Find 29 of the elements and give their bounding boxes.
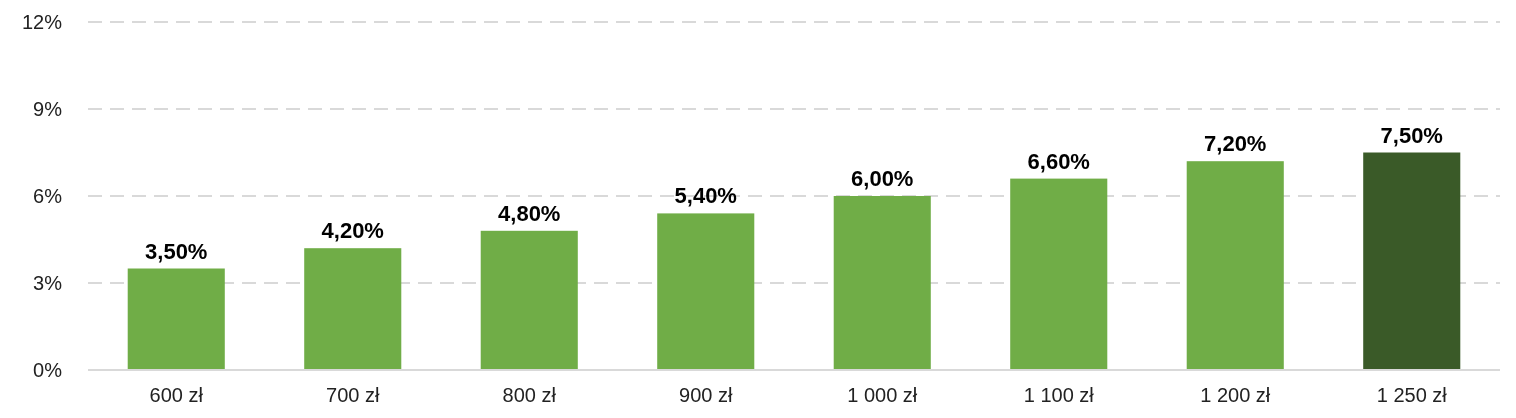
bar	[304, 248, 402, 370]
data-label: 7,20%	[1204, 131, 1267, 157]
y-tick-label: 3%	[33, 272, 63, 294]
data-label: 7,50%	[1380, 122, 1443, 148]
y-tick-label: 12%	[21, 11, 63, 33]
bar	[480, 230, 578, 370]
x-tick-label: 700 zł	[326, 384, 380, 406]
x-tick-label: 900 zł	[679, 384, 733, 406]
y-tick-label: 6%	[33, 185, 63, 207]
y-tick-label: 0%	[33, 359, 63, 381]
bar	[833, 196, 931, 370]
x-tick-label: 1 200 zł	[1200, 384, 1271, 406]
data-label: 6,00%	[851, 166, 914, 191]
bar	[1363, 152, 1461, 370]
bar	[657, 213, 755, 370]
data-label: 4,80%	[498, 200, 561, 226]
bar	[1010, 178, 1108, 370]
data-label: 6,60%	[1027, 148, 1090, 174]
x-tick-label: 1 000 zł	[847, 384, 918, 406]
x-tick-label: 800 zł	[502, 384, 557, 406]
bar	[1186, 161, 1284, 370]
x-tick-label: 1 250 zł	[1376, 384, 1448, 406]
data-label: 4,20%	[321, 218, 384, 244]
x-tick-label: 1 100 zł	[1023, 384, 1095, 406]
bar	[127, 268, 225, 370]
y-tick-label: 9%	[33, 98, 63, 120]
data-label: 3,50%	[145, 238, 208, 264]
data-label: 5,40%	[674, 183, 737, 209]
x-tick-label: 600 zł	[149, 384, 204, 406]
